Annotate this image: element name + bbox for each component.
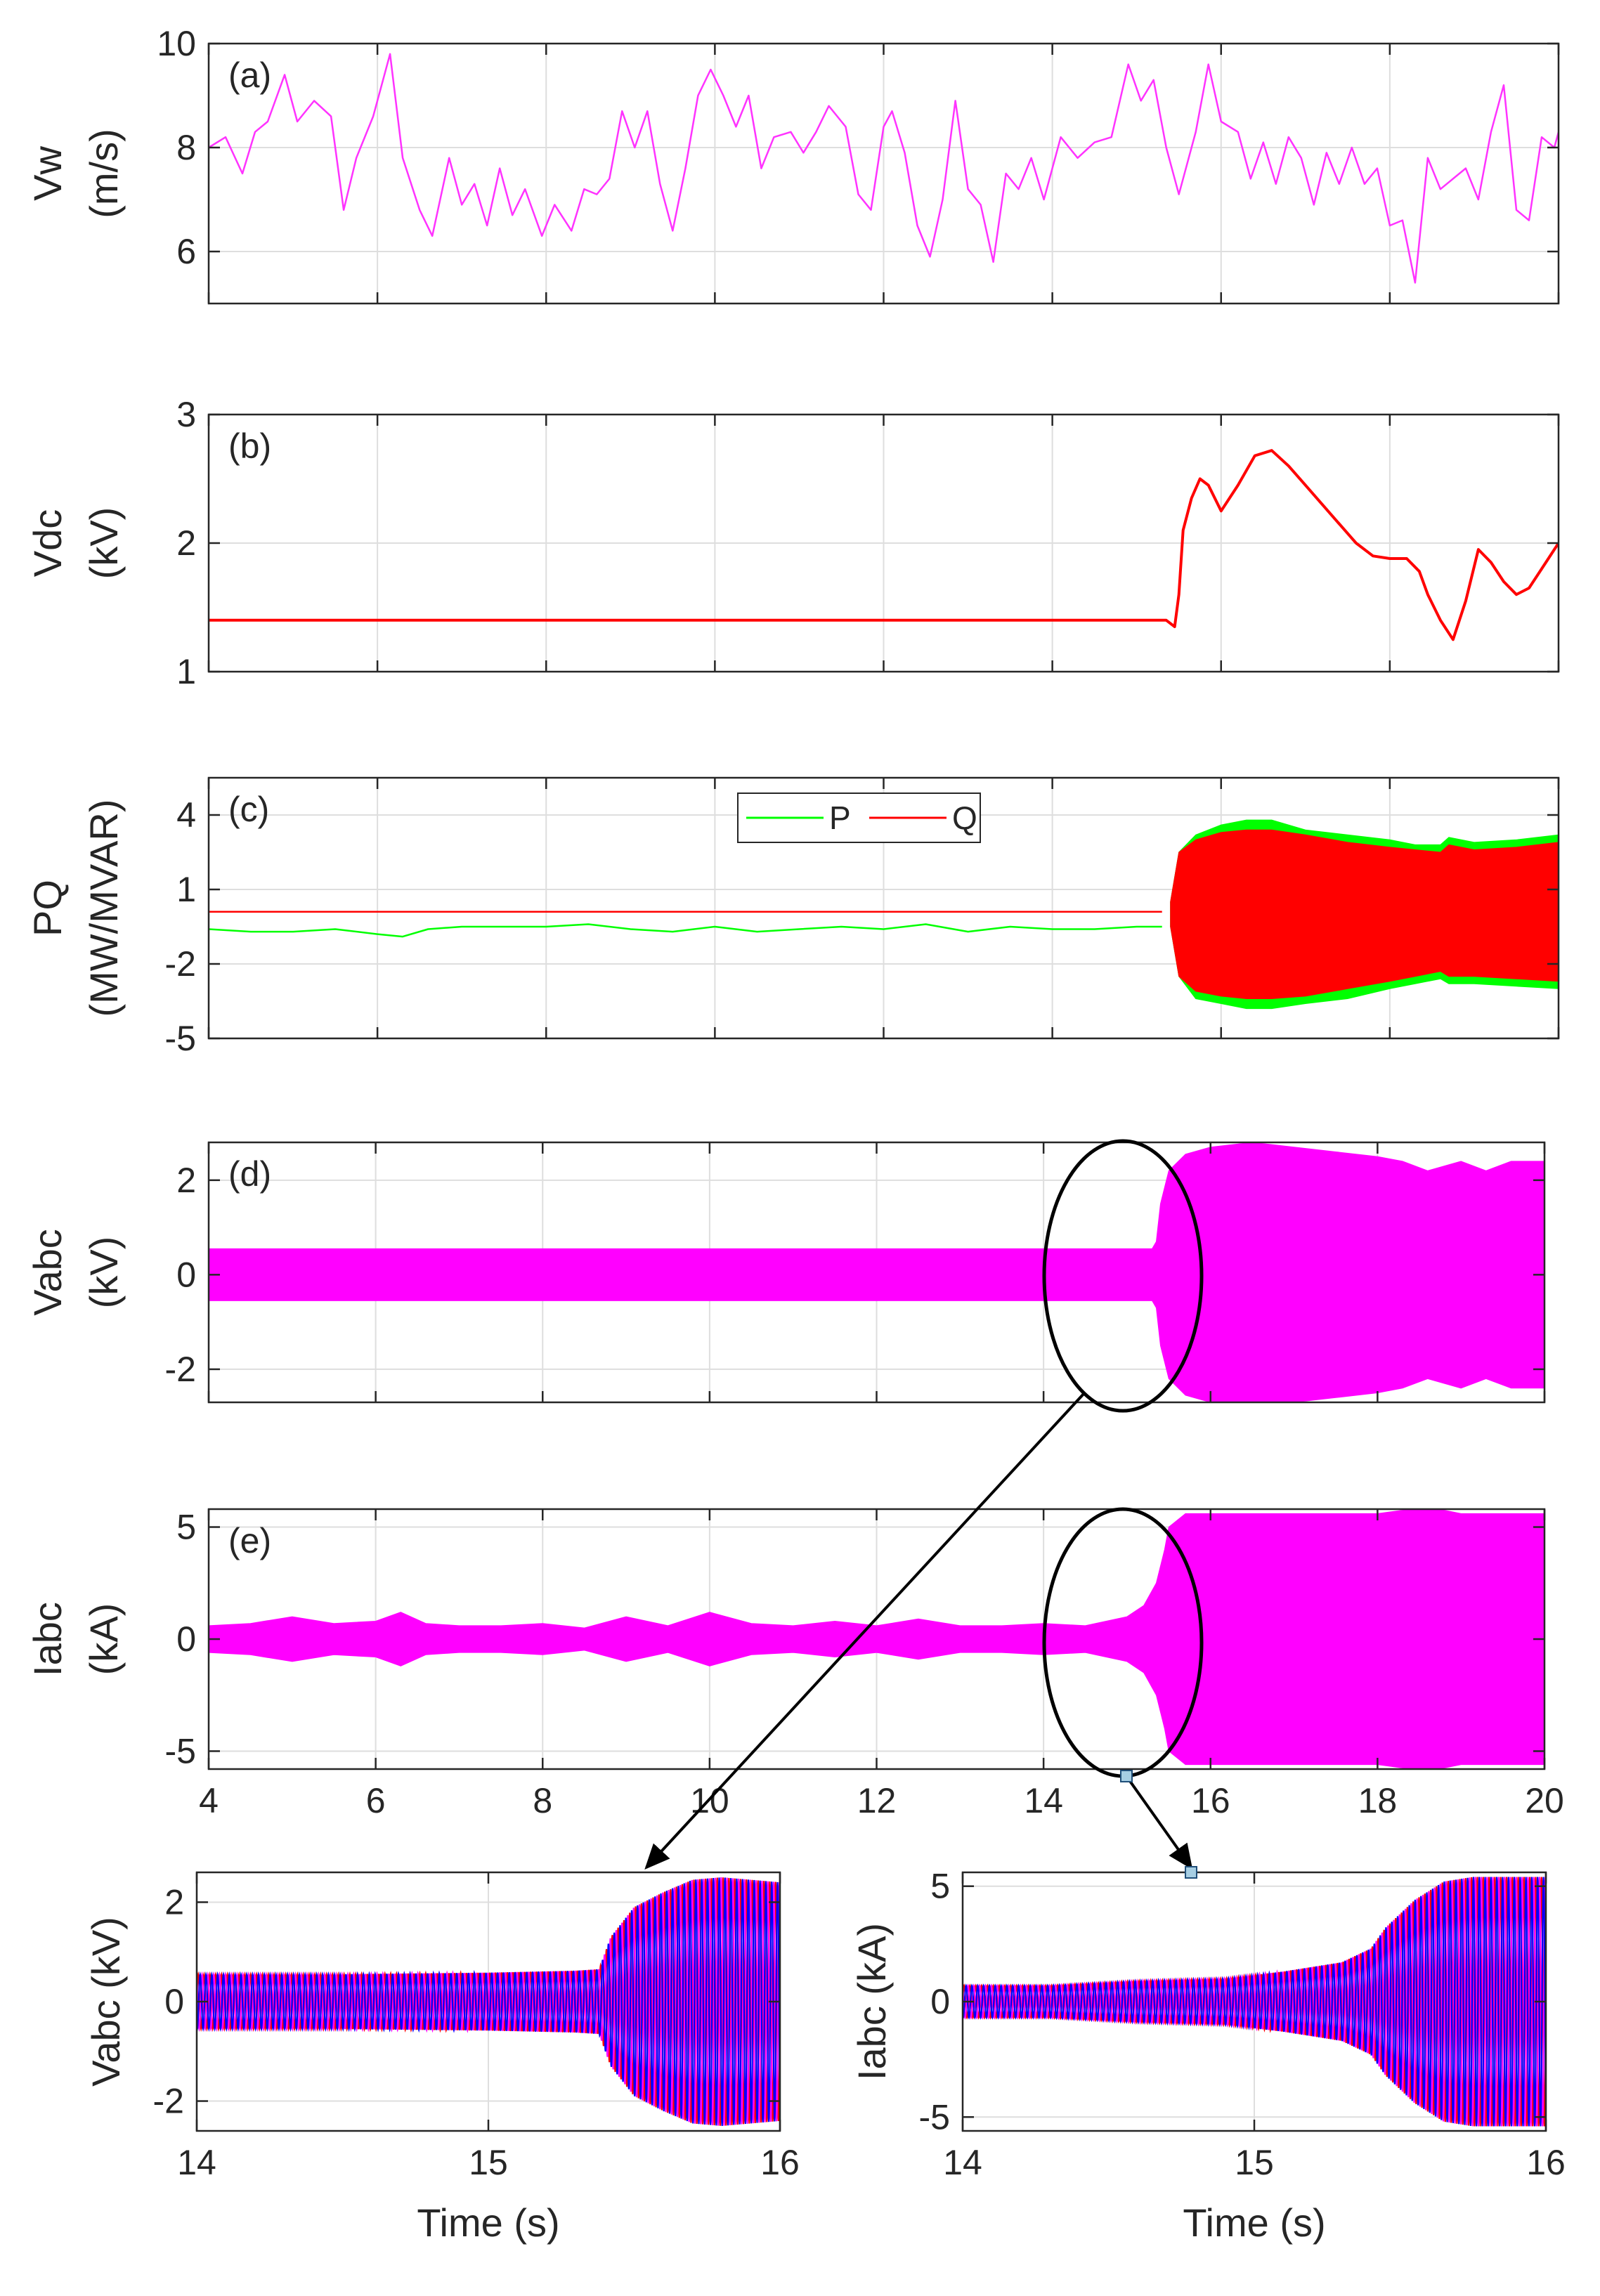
phase-3-trace (963, 1877, 1546, 2127)
y-tick-label: -5 (919, 2097, 950, 2137)
x-tick-label: 15 (1235, 2143, 1274, 2182)
y-tick-label: 6 (176, 232, 196, 271)
x-tick-label: 4 (199, 1781, 219, 1820)
annotations (644, 1139, 1204, 1879)
panel-label: (b) (228, 426, 271, 466)
y-axis-label: Vabc (kV) (84, 1917, 128, 2087)
y-tick-label: -2 (165, 944, 196, 984)
x-tick-label: 12 (857, 1781, 897, 1820)
panel-label: (e) (228, 1521, 271, 1560)
x-tick-label: 6 (366, 1781, 386, 1820)
data-layer (209, 819, 1559, 1010)
y-axis-label: Vdc (25, 509, 70, 578)
x-tick-label: 20 (1525, 1781, 1564, 1820)
y-axis-label: (kV) (82, 507, 126, 580)
x-tick-label: 8 (533, 1781, 552, 1820)
panel-a: 6 8 10 Vw (m/s) (a) (25, 24, 1560, 305)
y-axis-label: Vabc (25, 1229, 70, 1315)
panel-zoom-i: 14 15 16 -5 0 5 Iabc (kA) Time (s) (850, 1867, 1566, 2245)
data-layer (209, 1142, 1544, 1402)
panel-label: (a) (228, 56, 271, 95)
y-axis-label: (MW/MVAR) (82, 800, 126, 1017)
series-vabc (209, 1142, 1544, 1402)
y-tick-label: 0 (176, 1255, 196, 1294)
y-tick-label: 2 (176, 523, 196, 563)
data-layer (209, 53, 1559, 284)
y-tick-label: 5 (176, 1508, 196, 1547)
zoom-ellipse-voltage (1042, 1139, 1204, 1413)
y-axis-label: Iabc (kA) (850, 1923, 894, 2080)
x-axis-label: Time (s) (1183, 2200, 1325, 2245)
y-tick-label: -5 (165, 1731, 196, 1770)
x-tick-label: 16 (1526, 2143, 1566, 2182)
y-tick-label: 10 (157, 24, 196, 63)
y-axis-label: (kV) (82, 1237, 126, 1309)
y-tick-label: 0 (176, 1619, 196, 1659)
y-tick-label: 0 (164, 1982, 184, 2021)
arrow-start-handle (1119, 1770, 1133, 1782)
data-layer (209, 449, 1559, 641)
zoom-arrow-voltage (644, 1392, 1086, 1870)
y-axis-label: Iabc (25, 1602, 70, 1676)
y-tick-label: 5 (930, 1867, 950, 1906)
series-q-envelope (1170, 829, 1559, 999)
x-axis-label: Time (s) (417, 2200, 559, 2245)
panel-d: -2 0 2 Vabc (kV) (d) (25, 1141, 1546, 1404)
x-tick-label: 14 (1024, 1781, 1063, 1820)
panel-label: (c) (228, 790, 269, 829)
series-iabc (209, 1509, 1544, 1769)
arrow-end-handle (1185, 1866, 1197, 1879)
x-tick-label: 16 (760, 2143, 800, 2182)
x-tick-label: 14 (943, 2143, 982, 2182)
x-tick-label: 18 (1358, 1781, 1398, 1820)
phase-2-trace (963, 1877, 1546, 2127)
data-layer (197, 1877, 780, 2126)
x-tick-label: 16 (1191, 1781, 1230, 1820)
x-tick-label: 15 (469, 2143, 508, 2182)
phase-2-trace (197, 1877, 780, 2126)
y-tick-label: -2 (153, 2082, 184, 2121)
legend-label: P (829, 800, 851, 836)
y-tick-label: 1 (176, 652, 196, 691)
y-tick-label: 2 (176, 1161, 196, 1200)
y-tick-label: 0 (930, 1982, 950, 2021)
grid (209, 415, 1559, 672)
y-axis-label: PQ (25, 880, 70, 937)
series-vw (209, 53, 1559, 284)
series-vdc (209, 449, 1559, 641)
y-tick-label: 8 (176, 128, 196, 167)
panel-label: (d) (228, 1154, 271, 1194)
phase-3-trace (197, 1877, 780, 2126)
y-tick-label: 3 (176, 395, 196, 434)
phase-1-trace (963, 1877, 1546, 2127)
panel-zoom-v: 14 15 16 -2 0 2 Vabc (kV) Time (s) (84, 1871, 800, 2245)
y-axis-label: Vw (25, 146, 70, 201)
zoom-arrow-current (1125, 1775, 1193, 1870)
y-axis-label: (m/s) (82, 129, 126, 218)
phase-1-trace (197, 1877, 780, 2126)
y-tick-label: 4 (176, 795, 196, 835)
y-tick-label: 2 (164, 1882, 184, 1922)
legend-label: Q (952, 800, 977, 836)
x-tick-label: 14 (177, 2143, 216, 2182)
data-layer (209, 1509, 1544, 1769)
y-tick-label: -5 (165, 1019, 196, 1058)
data-layer (963, 1877, 1546, 2127)
grid (209, 44, 1559, 304)
panel-b: 1 2 3 Vdc (kV) (b) (25, 395, 1560, 691)
y-tick-label: -2 (165, 1350, 196, 1389)
y-axis-label: (kA) (82, 1603, 126, 1676)
series-p (209, 923, 1162, 938)
y-tick-label: 1 (176, 870, 196, 909)
